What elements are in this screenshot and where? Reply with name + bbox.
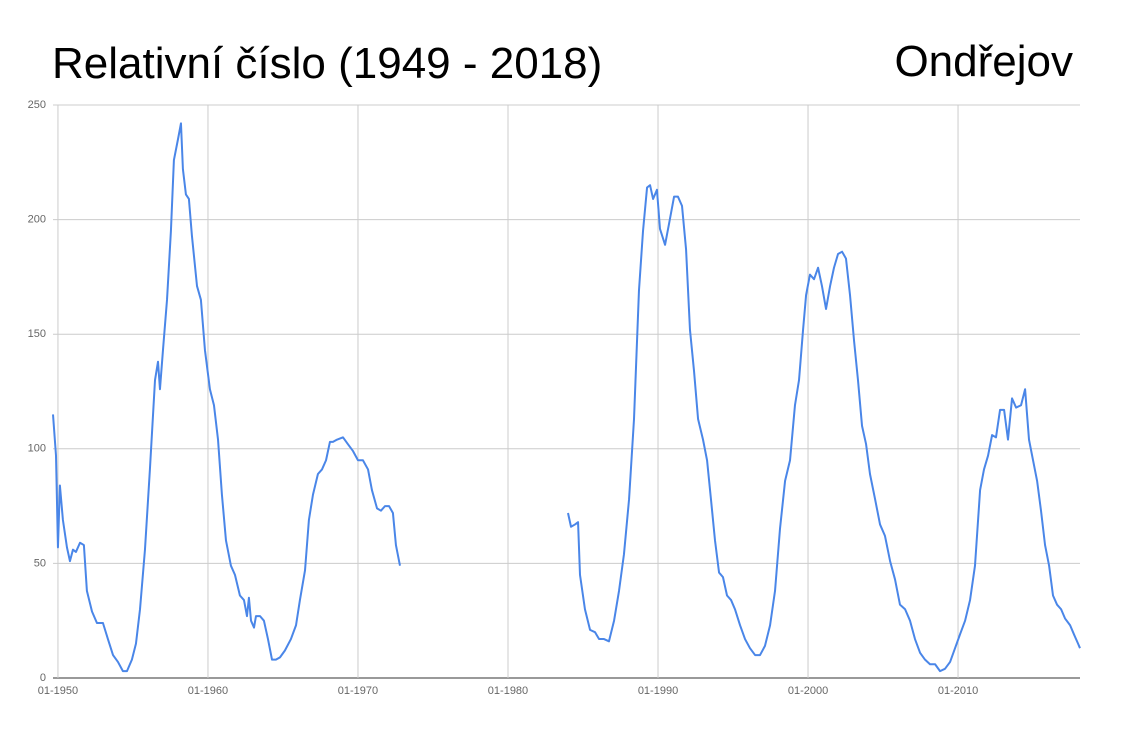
y-tick-label: 200	[28, 214, 46, 226]
y-tick-label: 0	[40, 672, 46, 684]
y-tick-label: 150	[28, 328, 46, 340]
chart-subtitle: Ondřejov	[894, 37, 1073, 86]
y-tick-label: 50	[34, 557, 46, 569]
x-tick-label: 01-1950	[38, 685, 78, 697]
x-tick-label: 01-1990	[638, 685, 678, 697]
chart-title: Relativní číslo (1949 - 2018)	[52, 39, 602, 88]
x-tick-label: 01-2000	[788, 685, 828, 697]
data-line	[52, 122, 1081, 673]
x-tick-label: 01-1960	[188, 685, 228, 697]
x-tick-label: 01-1970	[338, 685, 378, 697]
y-tick-label: 250	[28, 99, 46, 111]
y-tick-label: 100	[28, 443, 46, 455]
x-tick-label: 01-1980	[488, 685, 528, 697]
x-tick-label: 01-2010	[938, 685, 978, 697]
